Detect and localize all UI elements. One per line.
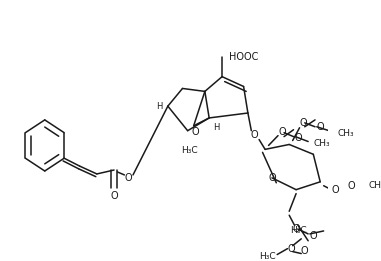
Text: O: O (301, 246, 309, 256)
Text: H₃C: H₃C (290, 227, 306, 235)
Text: H: H (156, 102, 163, 111)
Text: O: O (316, 122, 324, 132)
Text: O: O (192, 127, 199, 137)
Text: O: O (125, 173, 133, 183)
Text: H₃C: H₃C (259, 252, 275, 261)
Text: O: O (110, 191, 118, 200)
Text: O: O (268, 173, 276, 183)
Text: O: O (294, 133, 302, 143)
Text: O: O (309, 231, 317, 241)
Text: O: O (347, 181, 355, 191)
Text: HOOC: HOOC (229, 52, 258, 62)
Text: O: O (279, 127, 286, 137)
Text: H: H (213, 123, 220, 132)
Text: O: O (299, 118, 307, 128)
Text: CH₃: CH₃ (368, 181, 381, 190)
Text: O: O (292, 224, 300, 234)
Text: CH₃: CH₃ (338, 129, 354, 138)
Text: O: O (287, 244, 295, 254)
Text: O: O (332, 185, 339, 195)
Text: O: O (251, 130, 259, 140)
Text: CH₃: CH₃ (313, 139, 330, 148)
Text: H₃C: H₃C (181, 146, 198, 156)
